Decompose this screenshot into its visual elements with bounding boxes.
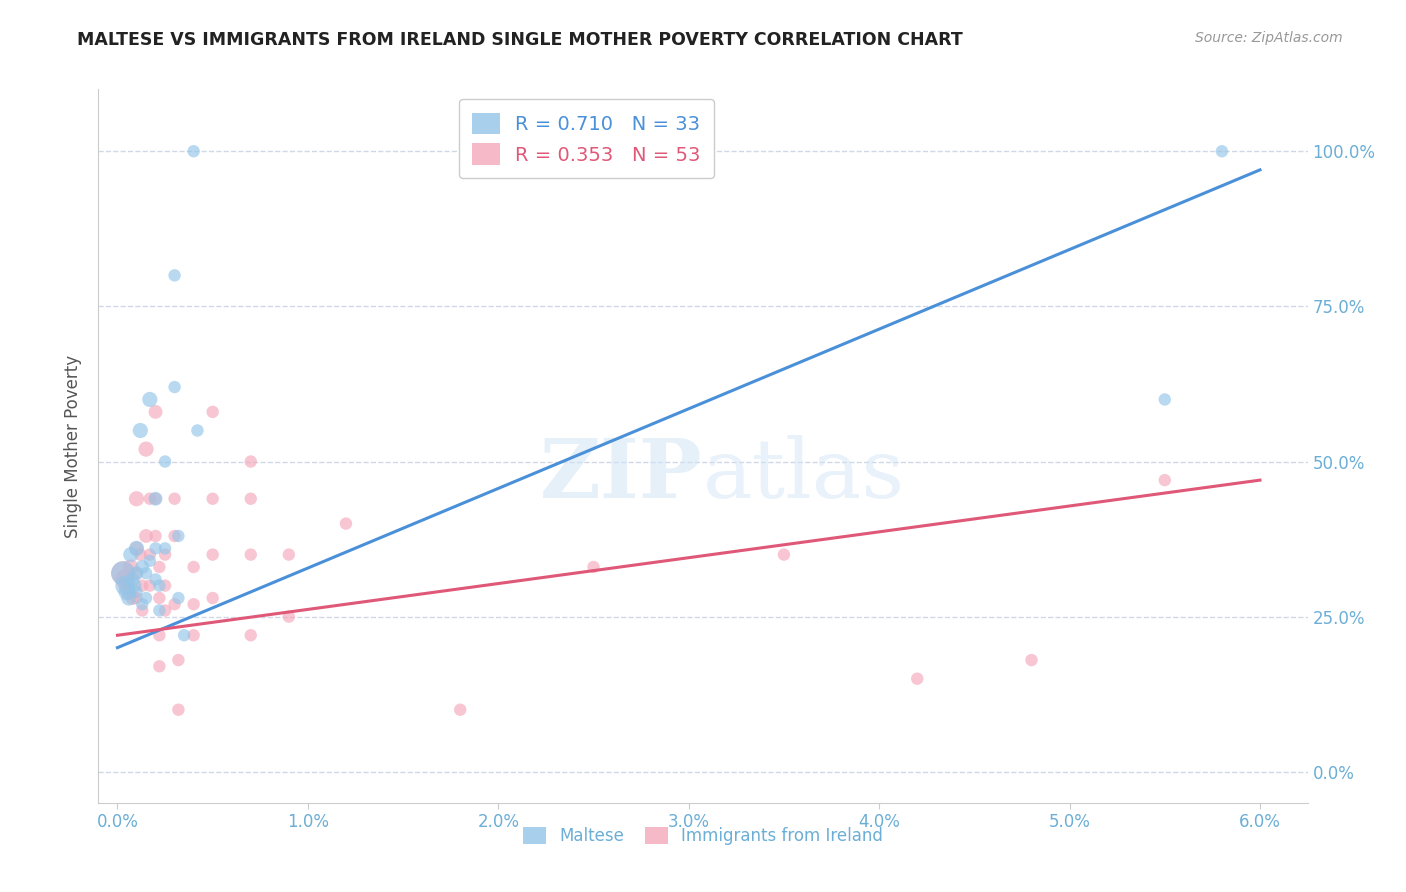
Point	[277, 609, 299, 624]
Y-axis label: Single Mother Poverty: Single Mother Poverty	[65, 354, 83, 538]
Point	[120, 560, 142, 574]
Point	[183, 560, 205, 574]
Point	[135, 529, 157, 543]
Point	[120, 548, 142, 562]
Point	[1153, 392, 1175, 407]
Point	[114, 579, 136, 593]
Point	[239, 628, 262, 642]
Point	[163, 529, 186, 543]
Point	[277, 548, 299, 562]
Point	[114, 573, 136, 587]
Point	[1153, 473, 1175, 487]
Point	[186, 424, 208, 438]
Point	[131, 579, 153, 593]
Point	[905, 672, 928, 686]
Point	[148, 659, 170, 673]
Point	[139, 392, 162, 407]
Point	[112, 566, 135, 581]
Point	[135, 566, 157, 581]
Point	[153, 548, 176, 562]
Point	[145, 541, 167, 556]
Point	[125, 541, 148, 556]
Point	[201, 491, 224, 506]
Point	[125, 566, 148, 581]
Point	[121, 573, 143, 587]
Point	[1021, 653, 1043, 667]
Point	[163, 380, 186, 394]
Point	[201, 548, 224, 562]
Point	[239, 548, 262, 562]
Point	[139, 579, 162, 593]
Point	[125, 591, 148, 605]
Point	[163, 597, 186, 611]
Point	[163, 268, 186, 283]
Point	[183, 145, 205, 159]
Point	[148, 560, 170, 574]
Point	[335, 516, 357, 531]
Point	[167, 529, 190, 543]
Point	[167, 591, 190, 605]
Point	[153, 579, 176, 593]
Point	[239, 491, 262, 506]
Point	[173, 628, 195, 642]
Point	[239, 454, 262, 468]
Text: ZIP: ZIP	[540, 434, 703, 515]
Point	[139, 554, 162, 568]
Point	[131, 560, 153, 574]
Point	[201, 591, 224, 605]
Point	[112, 566, 135, 581]
Point	[129, 548, 152, 562]
Point	[167, 703, 190, 717]
Point	[145, 529, 167, 543]
Point	[135, 442, 157, 456]
Point	[135, 591, 157, 605]
Point	[148, 591, 170, 605]
Point	[148, 628, 170, 642]
Point	[1211, 145, 1233, 159]
Point	[167, 653, 190, 667]
Point	[131, 597, 153, 611]
Point	[145, 573, 167, 587]
Text: MALTESE VS IMMIGRANTS FROM IRELAND SINGLE MOTHER POVERTY CORRELATION CHART: MALTESE VS IMMIGRANTS FROM IRELAND SINGL…	[77, 31, 963, 49]
Point	[125, 584, 148, 599]
Point	[773, 548, 796, 562]
Point	[139, 491, 162, 506]
Point	[118, 584, 141, 599]
Point	[148, 603, 170, 617]
Point	[125, 541, 148, 556]
Point	[148, 579, 170, 593]
Legend: Maltese, Immigrants from Ireland: Maltese, Immigrants from Ireland	[516, 820, 890, 852]
Point	[139, 548, 162, 562]
Point	[145, 491, 167, 506]
Point	[125, 566, 148, 581]
Point	[183, 597, 205, 611]
Point	[582, 560, 605, 574]
Point	[121, 591, 143, 605]
Point	[115, 579, 138, 593]
Point	[118, 591, 141, 605]
Point	[153, 603, 176, 617]
Point	[131, 603, 153, 617]
Point	[449, 703, 471, 717]
Point	[153, 541, 176, 556]
Point	[125, 491, 148, 506]
Point	[145, 405, 167, 419]
Point	[124, 579, 146, 593]
Point	[153, 454, 176, 468]
Point	[115, 584, 138, 599]
Point	[201, 405, 224, 419]
Text: atlas: atlas	[703, 434, 905, 515]
Point	[145, 491, 167, 506]
Point	[163, 491, 186, 506]
Point	[129, 424, 152, 438]
Text: Source: ZipAtlas.com: Source: ZipAtlas.com	[1195, 31, 1343, 45]
Point	[183, 628, 205, 642]
